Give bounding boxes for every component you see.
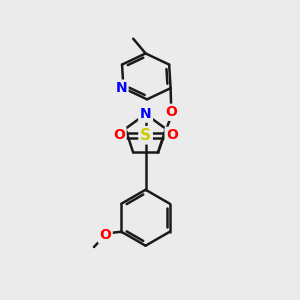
Text: O: O: [166, 128, 178, 142]
Text: O: O: [165, 105, 177, 119]
Text: O: O: [99, 228, 111, 242]
Text: S: S: [140, 128, 151, 143]
Text: N: N: [115, 81, 127, 95]
Text: N: N: [140, 107, 152, 121]
Text: O: O: [113, 128, 125, 142]
